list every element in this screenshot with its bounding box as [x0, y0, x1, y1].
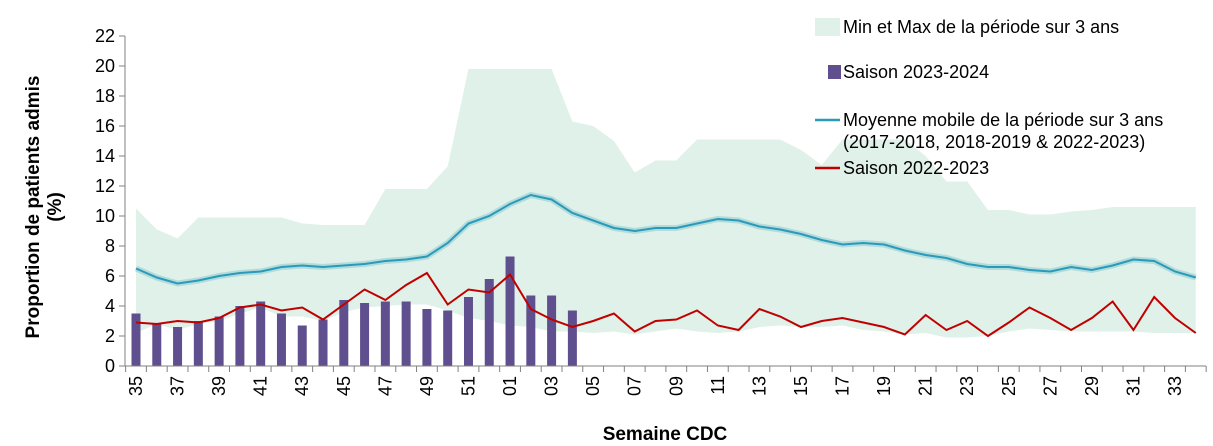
bar: [526, 295, 536, 366]
line: [135, 271, 1197, 338]
bar: [173, 327, 183, 366]
bar: [131, 313, 141, 366]
x-tick-label: 13: [749, 376, 769, 396]
bar: [256, 301, 266, 366]
bar: [318, 319, 328, 366]
bar: [193, 321, 203, 366]
y-tick-label: 22: [95, 26, 115, 46]
y-axis-label: Proportion de patients admis (%): [23, 75, 66, 339]
bar: [380, 301, 390, 366]
x-tick-label: 41: [251, 376, 271, 396]
x-tick-label: 09: [666, 376, 686, 396]
x-tick-label: 49: [417, 376, 437, 396]
x-tick-label: 33: [1165, 376, 1185, 396]
x-tick-label: 01: [500, 376, 520, 396]
x-tick-label: 11: [708, 376, 728, 395]
x-tick-label: 07: [625, 376, 645, 396]
y-tick-label: 10: [95, 206, 115, 226]
y-tick-label: 20: [95, 56, 115, 76]
x-axis-label: Semaine CDC: [602, 424, 728, 445]
legend-label: Min et Max de la période sur 3 ans: [843, 17, 1120, 37]
y-tick-label: 0: [105, 356, 115, 376]
x-tick-label: 37: [168, 376, 188, 396]
bar: [339, 300, 349, 366]
y-tick-label: 2: [105, 326, 115, 346]
bar: [484, 279, 494, 366]
y-tick-label: 18: [95, 86, 115, 106]
legend-swatch: [828, 65, 841, 79]
x-tick-label: 27: [1040, 376, 1060, 396]
line: [135, 193, 1197, 285]
x-tick-label: 21: [916, 376, 936, 396]
bar: [401, 301, 411, 366]
bar: [422, 309, 432, 366]
x-tick-label: 31: [1123, 376, 1143, 396]
bar: [276, 313, 286, 366]
x-tick-label: 29: [1082, 376, 1102, 396]
y-tick-label: 14: [95, 146, 115, 166]
legend-label: Saison 2022-2023: [843, 158, 990, 178]
bar: [360, 303, 370, 366]
x-tick-label: 43: [292, 376, 312, 396]
bar: [505, 256, 515, 366]
x-tick-label: 17: [833, 376, 853, 396]
y-tick-label: 4: [105, 296, 115, 316]
y-tick-label: 12: [95, 176, 115, 196]
y-tick-label: 8: [105, 236, 115, 256]
bar: [152, 324, 162, 366]
bar: [235, 306, 245, 366]
y-tick-label: 6: [105, 266, 115, 286]
x-tick-label: 23: [957, 376, 977, 396]
bar: [547, 295, 557, 366]
legend-label: Saison 2023-2024: [843, 62, 990, 82]
min-max-band: [136, 69, 1196, 338]
x-tick-label: 19: [874, 376, 894, 396]
bar: [214, 316, 224, 366]
x-tick-label: 39: [209, 376, 229, 396]
x-tick-label: 05: [583, 376, 603, 396]
legend-label: Moyenne mobile de la période sur 3 ans (…: [843, 110, 1164, 152]
x-tick-label: 35: [126, 376, 146, 396]
bar: [443, 310, 453, 366]
bar: [297, 325, 307, 366]
bar: [463, 297, 473, 366]
x-tick-label: 45: [334, 376, 354, 396]
x-tick-label: 51: [458, 376, 478, 396]
x-tick-label: 15: [791, 376, 811, 396]
legend-swatch: [815, 18, 840, 36]
x-tick-label: 47: [375, 376, 395, 396]
y-tick-label: 16: [95, 116, 115, 136]
x-tick-label: 03: [542, 376, 562, 396]
x-tick-label: 25: [999, 376, 1019, 396]
bar: [567, 310, 577, 366]
